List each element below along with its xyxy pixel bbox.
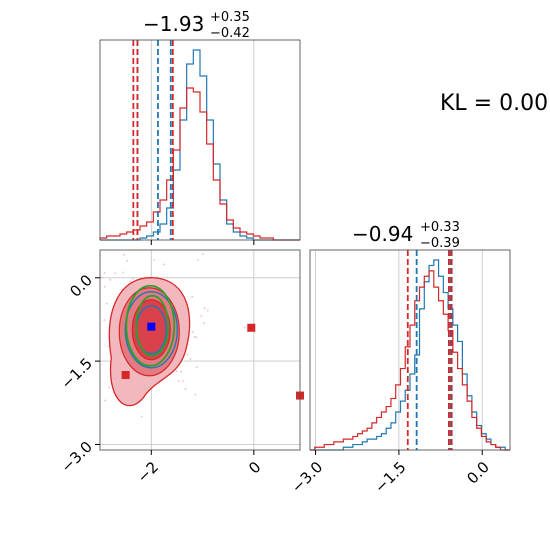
scatter-sample-point — [107, 345, 110, 348]
param2-frame — [309, 249, 511, 451]
scatter-sample-point — [108, 386, 111, 389]
scatter-sample-point — [182, 379, 185, 382]
hist-param1-panel — [99, 39, 301, 245]
scatter-x-tick-label: −2 — [134, 458, 162, 486]
scatter-sample-point — [129, 280, 132, 283]
scatter-sample-point — [243, 326, 246, 329]
param2-tick-label: 0.0 — [463, 458, 493, 488]
scatter-sample-point — [131, 277, 134, 280]
scatter-sample-point — [103, 271, 106, 274]
blue-square-marker — [147, 322, 156, 331]
scatter-sample-point — [203, 322, 206, 325]
scatter-sample-point — [186, 353, 189, 356]
param1-title-plus: +0.35 — [210, 10, 250, 25]
scatter-sample-point — [195, 366, 198, 369]
scatter-sample-point — [193, 335, 196, 338]
param1-title-median: −1.93 — [143, 12, 204, 36]
scatter-sample-point — [177, 380, 180, 383]
scatter-sample-point — [122, 271, 125, 274]
red-square-marker — [121, 371, 130, 379]
scatter-sample-point — [203, 307, 206, 310]
param1-hist-blue-series — [100, 49, 300, 241]
scatter-sample-point — [109, 278, 112, 281]
param2-tick-label: −1.5 — [371, 458, 409, 496]
param1-hist-red-series — [99, 87, 300, 241]
scatter-y-tick-label: −1.5 — [58, 354, 96, 392]
scatter-sample-point — [153, 259, 156, 262]
scatter-sample-point — [184, 387, 187, 390]
scatter-sample-point — [200, 315, 203, 318]
scatter-frame — [99, 249, 301, 451]
scatter-sample-point — [126, 259, 129, 262]
scatter-sample-point — [103, 319, 106, 322]
scatter-sample-point — [191, 330, 194, 333]
scatter-sample-point — [180, 370, 183, 373]
green-ellipse-outer — [125, 284, 176, 367]
green-ellipse-inner — [135, 294, 170, 357]
scatter-x-tick-label: 0 — [245, 458, 264, 477]
scatter-y-tick-label: −3.0 — [58, 438, 96, 476]
param2-hist-blue-series — [310, 259, 510, 451]
scatter-sample-point — [202, 252, 205, 255]
param2-title-plus: +0.33 — [420, 220, 460, 235]
scatter-sample-point — [195, 336, 198, 339]
param2-title-median: −0.94 — [352, 222, 413, 246]
scatter-y-tick-label: 0.0 — [66, 271, 96, 301]
blue-contour-outer — [124, 291, 178, 369]
scatter-sample-point — [206, 309, 209, 312]
scatter-sample-point — [197, 259, 200, 262]
scatter-sample-point — [100, 276, 103, 279]
scatter-sample-point — [103, 285, 106, 288]
scatter-2d-panel: −2 0 0.0 −1.5 −3.0 — [58, 249, 304, 486]
scatter-sample-point — [104, 399, 107, 402]
scatter-sample-point — [114, 272, 117, 275]
hist-param2-panel: −3.0 −1.5 0.0 — [288, 249, 511, 497]
scatter-sample-point — [140, 415, 143, 418]
param2-hist-red-series — [310, 270, 510, 451]
param1-frame — [99, 39, 301, 241]
red-square-marker — [247, 323, 256, 332]
kl-annotation: KL = 0.00 — [440, 91, 548, 116]
param1-title-minus: −0.42 — [210, 26, 250, 41]
scatter-sample-point — [175, 370, 178, 373]
scatter-sample-point — [123, 253, 126, 256]
scatter-sample-point — [105, 302, 108, 305]
param2-title-minus: −0.39 — [420, 236, 460, 251]
scatter-sample-point — [191, 295, 194, 298]
scatter-sample-point — [194, 393, 197, 396]
scatter-sample-point — [162, 263, 165, 266]
param2-tick-label: −3.0 — [288, 458, 326, 496]
scatter-sample-point — [189, 357, 192, 360]
